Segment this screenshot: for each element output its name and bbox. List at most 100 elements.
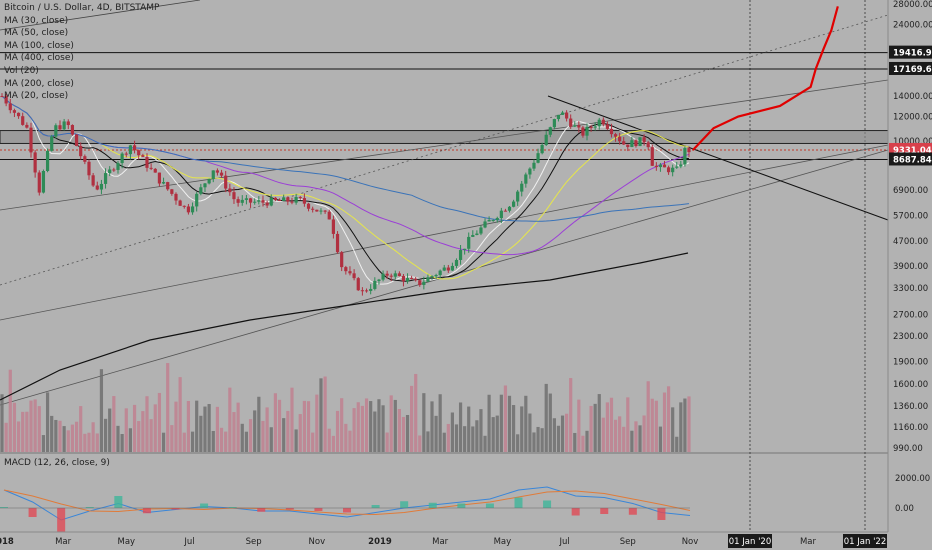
candle-body [344,267,348,272]
x-tick-label: May [494,537,512,547]
candle-body [511,201,516,207]
legend-ma100[interactable]: MA (100, close) [4,40,74,51]
candle-body [66,121,70,126]
x-tick-marker-box [728,534,772,548]
candle-body [593,126,597,128]
volume-bar [161,432,166,452]
candle-body [16,112,21,117]
volume-bar [0,394,4,452]
volume-bar [132,404,137,452]
volume-bar [344,423,348,452]
candle-body [50,136,54,151]
volume-bar [528,413,532,452]
macd-histogram-bar [257,508,266,512]
legend-ma400[interactable]: MA (400, close) [4,53,74,64]
volume-bar [298,414,302,452]
legend-ma200[interactable]: MA (200, close) [4,78,74,89]
candle-body [315,209,319,212]
volume-bar [622,426,626,452]
candle-body [12,110,17,113]
candle-body [58,125,62,130]
volume-bar [589,405,593,452]
candle-body [306,203,311,209]
macd-histogram-bar [514,497,523,508]
volume-bar [511,405,516,452]
volume-bar [323,376,327,452]
volume-bar [381,405,385,452]
x-tick-label: 01 Jan '22 [844,537,886,547]
candle-body [638,137,642,147]
legend-ma50[interactable]: MA (50, close) [4,28,69,39]
macd-histogram-bar [200,503,209,508]
candle-body [257,200,261,202]
volume-bar [244,431,249,452]
legend-ma20[interactable]: MA (20, close) [4,91,69,102]
volume-bar [418,435,422,452]
candle-body [613,134,618,137]
candle-body [360,290,364,292]
volume-bar [442,432,446,452]
candle-body [565,112,569,119]
price-axis[interactable]: 28000.00 24000.00 14000.00 12000.00 10000.00… [887,0,932,550]
candle-body [277,200,282,202]
candle-body [108,169,112,174]
volume-bar [348,430,352,452]
candle-body [454,259,459,266]
volume-bar [149,419,153,452]
candle-body [286,197,290,202]
volume-bar [302,400,306,452]
volume-bar [364,398,369,452]
candle-body [364,290,369,292]
candle-body [124,153,128,155]
volume-bar [683,398,687,452]
price-marker-box [889,61,932,75]
volume-bar [679,402,683,452]
candle-body [581,127,585,136]
macd-legend[interactable]: MACD (12, 26, close, 9) [4,458,110,468]
candle-body [683,148,687,165]
volume-bar [286,410,290,452]
time-axis[interactable]: 2018 Mar May Jul Sep Nov 2019 Mar May Jul Sep Nov 01… [0,531,932,550]
macd-histogram-bar [0,507,8,508]
candle-body [157,172,162,184]
volume-bar [393,399,397,452]
y-tick-label: 3900.00 [893,262,928,272]
volume-bar [190,431,195,452]
candle-body [74,134,79,147]
volume-bar [315,394,319,452]
candle-body [483,221,487,228]
candle-body [265,202,269,206]
volume-bar [269,427,273,452]
volume-bar [91,422,95,452]
volume-bar [29,400,33,452]
candle-body [548,127,552,135]
candle-body [70,125,75,135]
macd-histogram-bar [343,508,351,513]
volume-bar [4,422,8,452]
legend-vol[interactable]: Vol (20) [4,65,39,76]
volume-bar [174,401,178,452]
candle-body [244,198,249,200]
macd-histogram-bar [457,503,466,508]
volume-bar [70,424,75,452]
y-tick-label: 2700.00 [893,311,928,321]
candle-body [450,265,455,271]
candle-body [671,167,675,173]
y-tick-label: 12000.00 [893,113,932,123]
candle-body [103,173,108,184]
macd-histogram-bar [485,503,494,508]
legend-ma30[interactable]: MA (30, close) [4,15,69,26]
candle-body [552,119,556,128]
time-axis-bar [0,532,932,550]
trendline [0,144,889,321]
candle-body [385,273,389,276]
chart-title[interactable]: Bitcoin / U.S. Dollar, 4D, BITSTAMP [4,3,160,13]
volume-bar [605,402,610,452]
candle-body [128,145,133,155]
volume-bar [66,430,70,452]
volume-bar [248,419,253,452]
volume-bar [475,420,479,452]
candle-body [479,227,483,234]
